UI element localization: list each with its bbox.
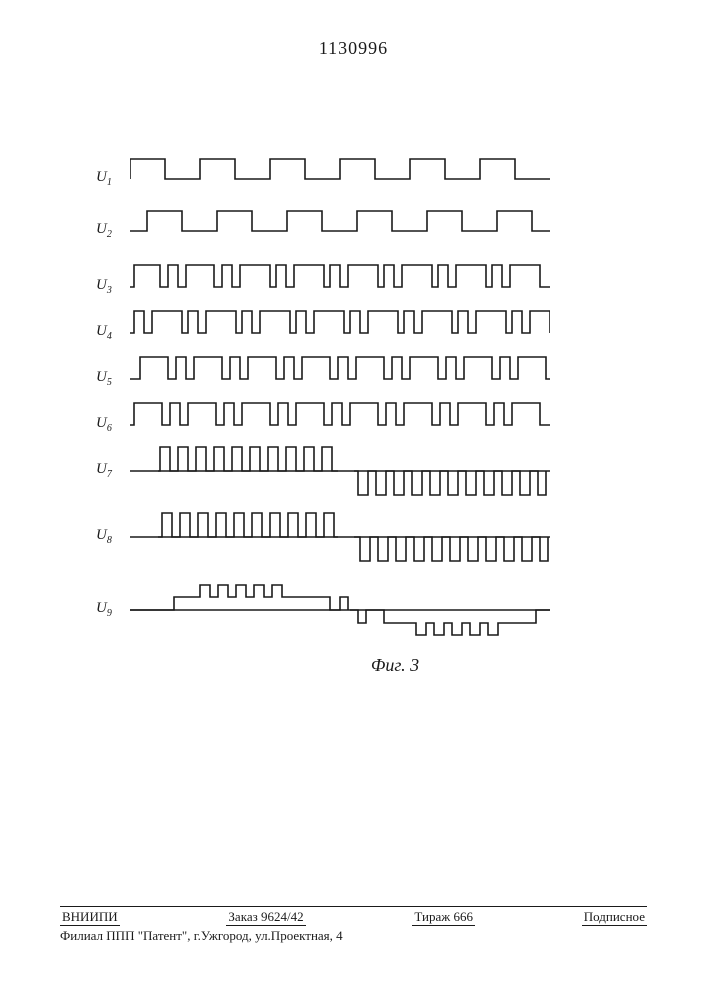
waveform-svg-7: [130, 443, 550, 499]
waveform-svg-4: [130, 305, 550, 341]
footer-sub: Подписное: [582, 909, 647, 926]
figure-area: U1 U2 U3 U4 U5 U6 U7 U8 U9 Фиг. 3: [130, 155, 580, 676]
waveform-svg-6: [130, 397, 550, 433]
waveform-svg-1: [130, 155, 550, 197]
waveform-row-3: U3: [130, 259, 580, 295]
waveform-label-6: U6: [96, 415, 112, 434]
page: 1130996 U1 U2 U3 U4 U5 U6 U7 U8 U9 Фиг. 3 ВНИИПИ…: [0, 0, 707, 1000]
waveform-label-9: U9: [96, 600, 112, 619]
waveform-row-6: U6: [130, 397, 580, 433]
waveform-svg-8: [130, 509, 550, 565]
footer-order: Заказ 9624/42: [226, 909, 305, 926]
waveform-svg-3: [130, 259, 550, 295]
waveform-label-2: U2: [96, 221, 112, 240]
waveforms-container: U1 U2 U3 U4 U5 U6 U7 U8 U9: [130, 155, 580, 645]
waveform-label-1: U1: [96, 169, 112, 188]
waveform-label-3: U3: [96, 277, 112, 296]
waveform-label-5: U5: [96, 369, 112, 388]
footer-line1: ВНИИПИ Заказ 9624/42 Тираж 666 Подписное: [60, 906, 647, 926]
waveform-row-7: U7: [130, 443, 580, 499]
footer-org: ВНИИПИ: [60, 909, 120, 926]
waveform-label-7: U7: [96, 461, 112, 480]
waveform-label-4: U4: [96, 323, 112, 342]
waveform-row-2: U2: [130, 207, 580, 249]
waveform-label-8: U8: [96, 527, 112, 546]
waveform-row-9: U9: [130, 575, 580, 645]
figure-caption: Фиг. 3: [210, 655, 580, 676]
waveform-row-4: U4: [130, 305, 580, 341]
patent-number: 1130996: [0, 38, 707, 59]
waveform-svg-5: [130, 351, 550, 387]
waveform-row-8: U8: [130, 509, 580, 565]
waveform-svg-2: [130, 207, 550, 249]
footer: ВНИИПИ Заказ 9624/42 Тираж 666 Подписное…: [60, 906, 647, 944]
footer-line2: Филиал ППП "Патент", г.Ужгород, ул.Проек…: [60, 928, 647, 944]
waveform-row-5: U5: [130, 351, 580, 387]
waveform-svg-9: [130, 575, 550, 645]
footer-tirage: Тираж 666: [412, 909, 475, 926]
waveform-row-1: U1: [130, 155, 580, 197]
